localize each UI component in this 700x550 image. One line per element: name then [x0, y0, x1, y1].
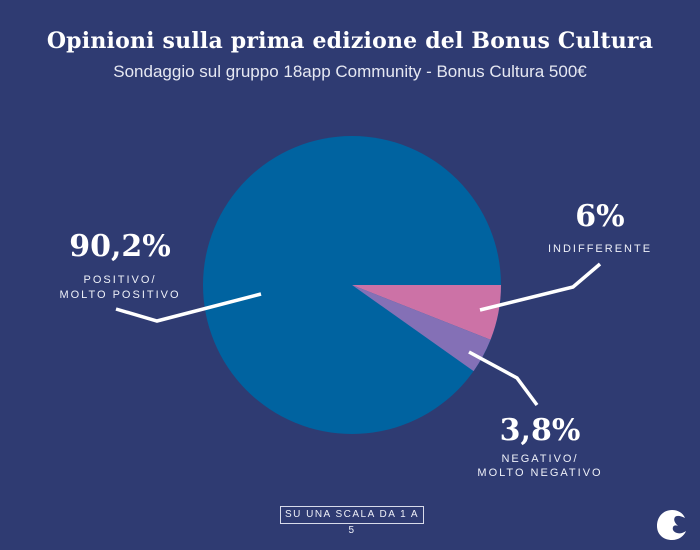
indifferent-percentage: 6% [575, 199, 625, 234]
chart-subtitle: Sondaggio sul gruppo 18app Community - B… [113, 62, 587, 81]
negative-percentage: 3,8% [499, 413, 581, 448]
chart-title: Opinioni sulla prima edizione del Bonus … [46, 28, 654, 54]
c-logo-icon [657, 510, 686, 540]
leader-line-indifferent [479, 262, 602, 312]
slice-indifferent [352, 285, 501, 340]
negative-label-line1: NEGATIVO/ [501, 453, 579, 465]
slice-negative [352, 285, 491, 372]
leader-line-negative [468, 350, 539, 407]
positive-percentage: 90,2% [69, 229, 171, 264]
positive-label-line1: POSITIVO/ [83, 274, 157, 286]
negative-label-line2: MOLTO NEGATIVO [477, 467, 603, 479]
indifferent-label: INDIFFERENTE [547, 243, 653, 255]
leader-line-positive [115, 292, 262, 323]
positive-label-line2: MOLTO POSITIVO [59, 289, 181, 301]
scale-note: SU UNA SCALA DA 1 A 5 [280, 506, 424, 536]
